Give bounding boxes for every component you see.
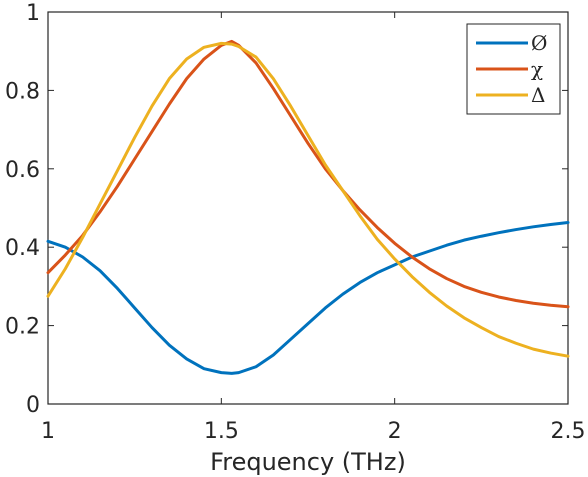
y-tick-label: 0.4 [5,236,40,261]
y-tick-label: 0.2 [5,315,40,340]
legend-label-1: Ø [531,31,547,55]
series-line-2 [46,39,570,309]
x-tick-label: 1.5 [204,419,239,444]
x-tick-label: 1 [41,419,55,444]
x-axis-ticks: 1 1.5 2 2.5 [41,12,586,444]
legend-label-3: Δ [531,83,545,107]
series-line-3 [46,41,570,358]
x-tick-label: 2 [388,419,402,444]
series-layer [46,39,570,375]
x-axis-label: Frequency (THz) [210,448,406,476]
x-tick-label: 2.5 [551,419,586,444]
y-tick-label: 0.6 [5,158,40,183]
y-tick-label: 0 [26,393,40,418]
series-line-1 [46,221,570,375]
legend-entries: ØχΔ [476,31,547,107]
legend: ØχΔ [466,23,561,115]
legend-label-2: χ [531,57,543,81]
y-tick-label: 1 [26,1,40,26]
y-axis-ticks: 0 0.2 0.4 0.6 0.8 1 [5,1,568,418]
y-tick-label: 0.8 [5,79,40,104]
